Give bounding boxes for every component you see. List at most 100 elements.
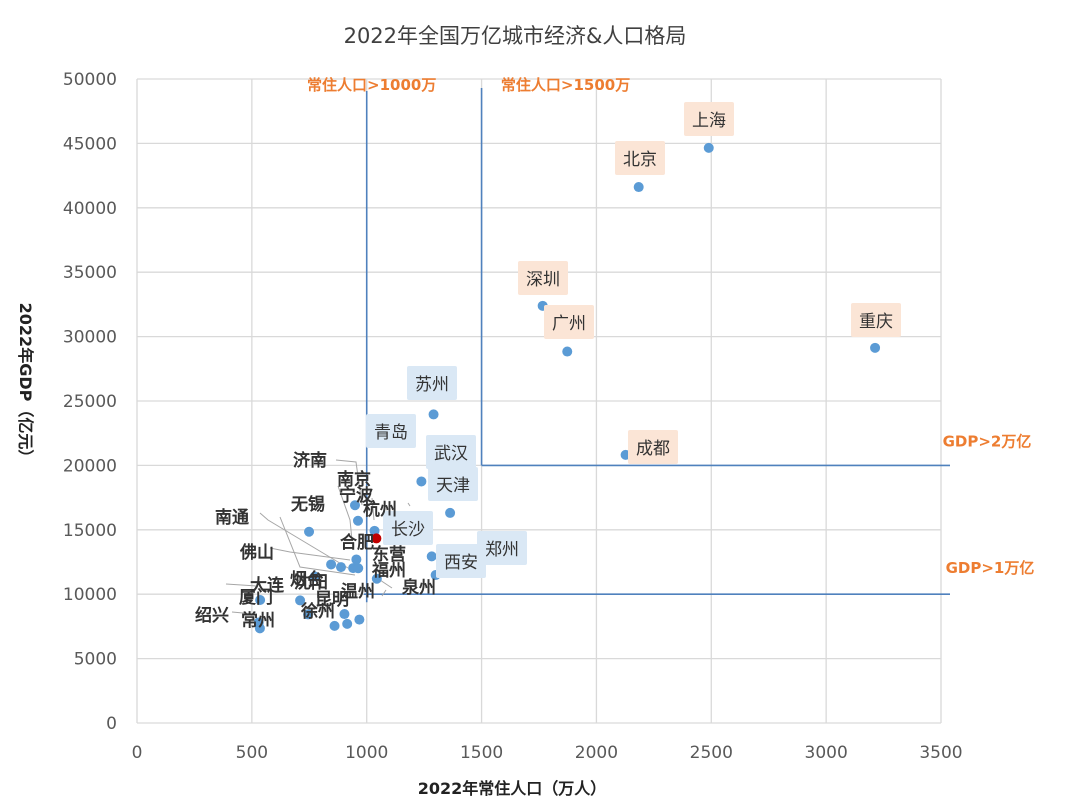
data-point [633, 182, 644, 193]
y-tick-label: 35000 [63, 263, 117, 283]
chart-title: 2022年全国万亿城市经济&人口格局 [344, 24, 687, 48]
leader-line [407, 502, 411, 507]
label-box [851, 303, 901, 337]
data-point [335, 562, 346, 573]
threshold-label: 常住人口>1000万 [307, 76, 436, 94]
x-tick-label: 1000 [345, 743, 388, 763]
data-point [329, 620, 340, 631]
x-tick-label: 3000 [805, 743, 848, 763]
leader-line [225, 583, 257, 587]
x-axis-ticks: 0 500 1000 1500 2000 2500 3000 3500 [132, 743, 963, 763]
city-label: 常州 [241, 610, 275, 631]
data-point [309, 571, 320, 582]
label-box [477, 531, 527, 565]
city-label: 厦门 [239, 587, 273, 608]
city-label: 南通 [215, 507, 249, 528]
x-tick-label: 1500 [460, 743, 503, 763]
data-point [303, 609, 314, 620]
city-label: 泉州 [401, 577, 436, 598]
data-point [703, 142, 714, 153]
y-tick-label: 20000 [63, 456, 117, 476]
city-label: 温州 [341, 582, 375, 602]
city-label: 南京 [337, 469, 371, 490]
leader-line [269, 547, 351, 561]
y-tick-label: 40000 [63, 199, 117, 219]
x-tick-label: 2000 [575, 743, 618, 763]
city-label: 无锡 [290, 494, 325, 515]
data-point [445, 507, 456, 518]
label-box [518, 261, 568, 295]
city-label: 天津 [436, 476, 470, 496]
city-label: 沈阳 [294, 572, 328, 593]
data-point [304, 526, 315, 537]
city-label: 大连 [250, 575, 285, 596]
label-box [615, 141, 665, 175]
city-label: 重庆 [859, 312, 893, 332]
city-label: 宁波 [339, 485, 374, 506]
y-tick-label: 45000 [63, 134, 117, 154]
city-label: 绍兴 [195, 605, 229, 626]
leader-line [371, 497, 375, 521]
label-box [628, 430, 678, 464]
data-point [255, 594, 266, 605]
x-tick-label: 3500 [919, 743, 962, 763]
city-label: 上海 [692, 111, 726, 131]
city-label: 广州 [552, 314, 586, 334]
data-point [369, 525, 380, 536]
data-point [562, 346, 573, 357]
data-point [354, 614, 365, 625]
y-tick-label: 30000 [63, 328, 117, 348]
y-tick-label: 0 [106, 714, 117, 734]
label-box [383, 511, 433, 545]
data-point [326, 559, 337, 570]
y-tick-label: 50000 [63, 70, 117, 90]
city-label: 青岛 [374, 423, 408, 443]
data-point [295, 595, 306, 606]
leader-line [379, 579, 393, 589]
data-point [371, 533, 382, 544]
data-point [371, 573, 382, 584]
label-box [436, 544, 486, 578]
city-label: 成都 [636, 439, 670, 459]
data-point [353, 563, 364, 574]
leader-line [337, 485, 353, 541]
y-tick-label: 10000 [63, 585, 117, 605]
threshold-label: GDP>2万亿 [943, 432, 1032, 450]
data-point [339, 609, 350, 620]
city-label: 杭州 [363, 499, 397, 520]
city-label: 佛山 [239, 542, 274, 563]
data-point [349, 500, 360, 511]
label-box [684, 102, 734, 136]
x-axis-title: 2022年常住人口（万人） [418, 779, 607, 798]
data-point [351, 554, 362, 565]
label-box [428, 467, 478, 501]
label-box [366, 414, 416, 448]
x-tick-label: 500 [236, 743, 268, 763]
city-label: 烟台 [290, 569, 324, 590]
city-label: 合肥 [340, 532, 374, 553]
city-label: 长沙 [391, 520, 425, 540]
label-box [544, 305, 594, 339]
y-tick-label: 15000 [63, 521, 117, 541]
leader-line [259, 512, 349, 569]
data-point [870, 342, 881, 353]
city-label: 徐州 [300, 601, 335, 622]
data-point [426, 551, 437, 562]
y-axis-title: 2022年GDP（亿元） [16, 303, 35, 466]
label-box [407, 366, 457, 400]
leader-line [381, 589, 387, 597]
city-label: 武汉 [434, 444, 468, 464]
x-tick-label: 2500 [690, 743, 733, 763]
y-tick-label: 25000 [63, 392, 117, 412]
city-label: 西安 [444, 553, 478, 573]
data-point [416, 476, 427, 487]
y-tick-label: 5000 [74, 650, 117, 670]
city-label: 北京 [623, 150, 657, 170]
city-label: 福州 [371, 560, 406, 581]
threshold-lines: 常住人口>1000万 常住人口>1500万 GDP>2万亿 GDP>1万亿 [307, 76, 1034, 603]
city-label: 东营 [372, 544, 406, 565]
leader-line [231, 611, 255, 615]
